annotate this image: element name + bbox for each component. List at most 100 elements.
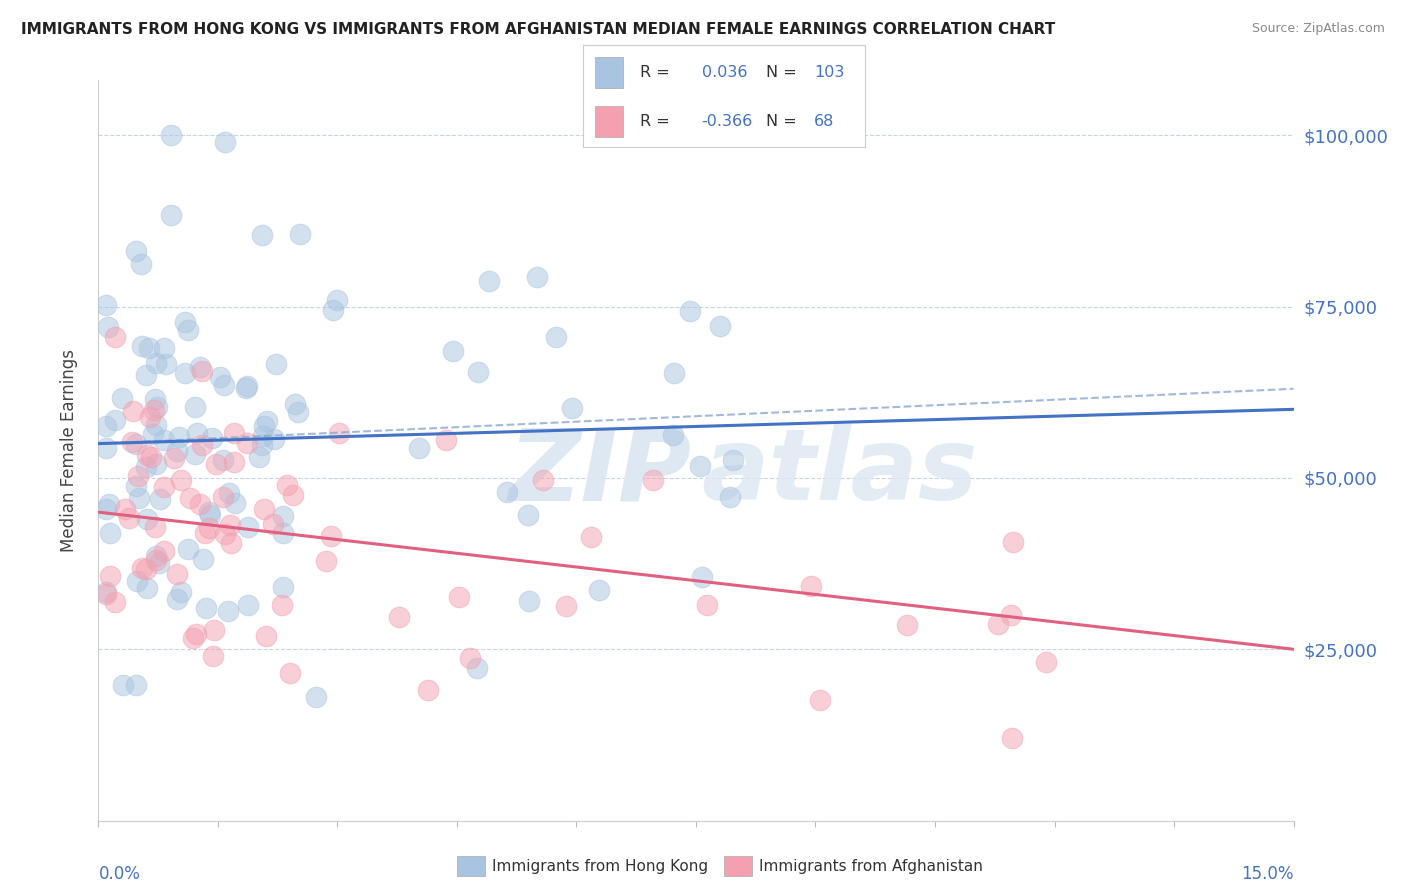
Point xyxy=(458,651,481,665)
Point xyxy=(127,468,149,483)
Point xyxy=(718,490,741,504)
Text: 15.0%: 15.0% xyxy=(1241,865,1294,883)
Point xyxy=(664,366,686,380)
Point xyxy=(118,510,141,524)
Point xyxy=(146,401,169,415)
Point xyxy=(1000,607,1022,622)
Point xyxy=(211,490,233,504)
Point xyxy=(121,434,143,449)
Point xyxy=(145,553,167,567)
Point xyxy=(271,508,294,523)
Point xyxy=(305,690,328,705)
Point xyxy=(202,649,225,664)
Point xyxy=(808,693,831,707)
Point xyxy=(1002,534,1025,549)
Point xyxy=(186,426,208,441)
Point xyxy=(160,208,183,222)
Point xyxy=(212,377,235,392)
Point xyxy=(122,404,145,418)
Point xyxy=(546,330,568,344)
Point xyxy=(166,567,188,582)
Point xyxy=(495,484,517,499)
Point xyxy=(149,492,172,507)
Point xyxy=(153,480,176,494)
Point xyxy=(148,556,170,570)
Text: 103: 103 xyxy=(814,65,845,79)
Point xyxy=(163,450,186,465)
Point xyxy=(264,357,287,371)
Point xyxy=(224,495,246,509)
Point xyxy=(142,427,165,442)
Point xyxy=(211,452,233,467)
Point xyxy=(135,562,157,576)
Point xyxy=(218,517,240,532)
Point xyxy=(138,410,160,425)
Point xyxy=(104,413,127,427)
Point xyxy=(202,623,225,637)
Point xyxy=(97,498,120,512)
Point xyxy=(1035,655,1057,669)
Point xyxy=(218,485,240,500)
Point xyxy=(253,501,276,516)
Point xyxy=(278,666,301,681)
Point xyxy=(143,392,166,406)
Point xyxy=(276,478,298,492)
Point xyxy=(129,257,152,271)
Point xyxy=(896,617,918,632)
Point xyxy=(183,401,205,415)
Point xyxy=(281,488,304,502)
Point xyxy=(263,432,285,446)
Point xyxy=(145,355,167,369)
Point xyxy=(174,315,197,329)
Point xyxy=(177,323,200,337)
Point xyxy=(128,491,150,505)
Point xyxy=(191,438,214,452)
Text: Source: ZipAtlas.com: Source: ZipAtlas.com xyxy=(1251,22,1385,36)
Point xyxy=(643,474,665,488)
Text: Immigrants from Hong Kong: Immigrants from Hong Kong xyxy=(492,859,709,873)
Point xyxy=(127,574,149,588)
Point xyxy=(800,579,823,593)
Point xyxy=(188,497,211,511)
Point xyxy=(416,683,439,698)
Point xyxy=(145,417,167,432)
Point xyxy=(153,341,176,355)
Point xyxy=(125,479,148,493)
Text: N =: N = xyxy=(766,65,797,79)
Point xyxy=(112,677,135,691)
Point xyxy=(560,401,582,415)
Point xyxy=(194,600,217,615)
Point xyxy=(110,391,132,405)
Point xyxy=(135,368,157,383)
Point xyxy=(271,581,294,595)
Text: R =: R = xyxy=(640,65,669,79)
Point xyxy=(96,441,118,455)
FancyBboxPatch shape xyxy=(595,106,623,137)
Point xyxy=(219,536,242,550)
Point xyxy=(197,505,219,519)
Point xyxy=(408,442,430,456)
Point xyxy=(208,370,231,384)
Point xyxy=(692,570,714,584)
Point xyxy=(326,293,349,307)
Point xyxy=(131,339,153,353)
Point xyxy=(114,502,136,516)
Point xyxy=(287,405,309,419)
Point xyxy=(388,609,411,624)
Text: 68: 68 xyxy=(814,114,834,129)
Point xyxy=(236,379,259,393)
Point xyxy=(138,341,160,355)
Text: Immigrants from Afghanistan: Immigrants from Afghanistan xyxy=(759,859,983,873)
Point xyxy=(517,594,540,608)
Point xyxy=(531,473,554,487)
Text: ZIP: ZIP xyxy=(509,425,692,521)
FancyBboxPatch shape xyxy=(595,57,623,87)
Point xyxy=(96,587,118,601)
Point xyxy=(104,330,127,344)
Point xyxy=(441,343,464,358)
Point xyxy=(143,402,166,417)
Point xyxy=(145,549,167,563)
Point xyxy=(174,366,197,380)
Point xyxy=(555,599,578,613)
Point xyxy=(135,512,157,526)
